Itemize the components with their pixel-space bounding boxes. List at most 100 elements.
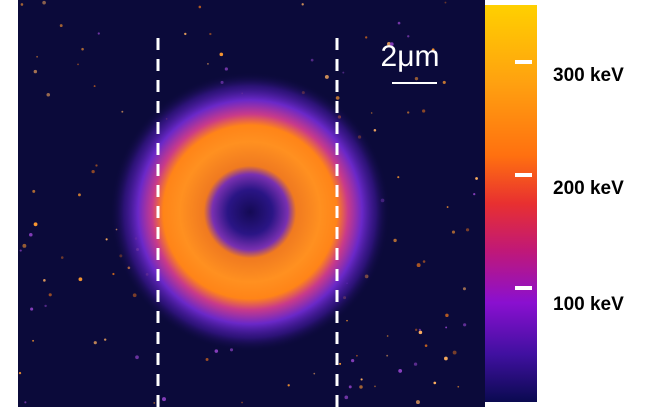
beam-ring (110, 72, 390, 352)
speckle (393, 239, 396, 242)
speckle (344, 396, 348, 400)
speckle (447, 206, 449, 208)
colorbar (485, 5, 537, 402)
speckle (407, 111, 409, 113)
speckle (21, 3, 24, 6)
speckle (46, 93, 50, 97)
colorbar-label: 300 keV (553, 65, 624, 86)
speckle (60, 24, 63, 27)
speckle (91, 170, 94, 173)
colorbar-label: 100 keV (553, 294, 624, 315)
speckle (398, 22, 401, 25)
speckle (34, 70, 37, 73)
speckle (339, 363, 341, 365)
speckle (94, 85, 96, 87)
speckle (342, 72, 344, 74)
speckle (445, 326, 447, 328)
speckle (325, 75, 329, 79)
speckle (19, 372, 21, 374)
figure: 2μm 300 keV 200 keV 100 keV (0, 0, 672, 407)
speckle (206, 358, 209, 361)
speckle (36, 56, 38, 58)
speckle (351, 359, 354, 362)
speckle (415, 77, 418, 80)
speckle (374, 129, 377, 132)
speckle (32, 190, 35, 193)
speckle (433, 382, 436, 385)
colorbar-label: 200 keV (553, 178, 624, 199)
scale-bar-label: 2μm (381, 40, 440, 73)
speckle (443, 81, 446, 84)
speckle (417, 263, 421, 267)
speckle (398, 369, 402, 373)
speckle (349, 385, 352, 388)
speckle (397, 176, 399, 178)
speckle (32, 340, 34, 342)
speckle (79, 277, 83, 281)
speckle (162, 397, 166, 401)
speckle (416, 400, 420, 404)
page: 2μm 300 keV 200 keV 100 keV (() => { con… (0, 0, 672, 407)
speckle (288, 384, 290, 386)
speckle (425, 344, 428, 347)
speckle (106, 238, 108, 240)
speckle (184, 33, 186, 35)
speckle (121, 111, 123, 113)
speckle (241, 402, 243, 404)
speckle (225, 67, 228, 70)
speckle (42, 1, 46, 5)
speckle (135, 355, 139, 359)
speckle (61, 256, 64, 259)
speckle (199, 6, 202, 9)
speckle (445, 2, 447, 4)
speckle (22, 244, 26, 248)
speckle (302, 3, 304, 5)
speckle (98, 32, 100, 34)
speckle (374, 385, 376, 387)
speckle (81, 48, 84, 51)
speckle (452, 231, 455, 234)
speckle (220, 53, 224, 57)
speckle (422, 109, 425, 112)
speckle (371, 112, 373, 114)
speckle (453, 351, 457, 355)
speckle (29, 233, 33, 237)
speckle (356, 355, 358, 357)
speckle (445, 314, 448, 317)
speckle (215, 349, 218, 352)
speckle (419, 331, 423, 335)
speckle (407, 35, 409, 37)
speckle (423, 260, 426, 263)
speckle (112, 273, 114, 275)
speckle (457, 386, 459, 388)
speckle (473, 193, 475, 195)
speckle (415, 329, 417, 331)
speckle (104, 338, 106, 340)
speckle (209, 33, 211, 35)
speckle (311, 59, 314, 62)
speckle (463, 287, 466, 290)
speckle (444, 357, 448, 361)
speckle (20, 250, 22, 252)
speckle (361, 378, 363, 380)
speckle (313, 373, 315, 375)
speckle (414, 362, 417, 365)
speckle (365, 36, 367, 38)
speckle (95, 164, 97, 166)
speckle (336, 96, 340, 100)
speckle (133, 293, 137, 297)
speckle (386, 355, 388, 357)
speckle (43, 279, 46, 282)
speckle (463, 323, 466, 326)
speckle (207, 63, 209, 65)
speckle (77, 64, 79, 66)
speckle (359, 385, 362, 388)
speckle (44, 305, 46, 307)
speckle (30, 308, 33, 311)
speckle (387, 335, 389, 337)
speckle (24, 401, 26, 403)
speckle (34, 222, 38, 226)
speckle (49, 293, 52, 296)
speckle (346, 320, 348, 322)
speckle (466, 228, 469, 231)
